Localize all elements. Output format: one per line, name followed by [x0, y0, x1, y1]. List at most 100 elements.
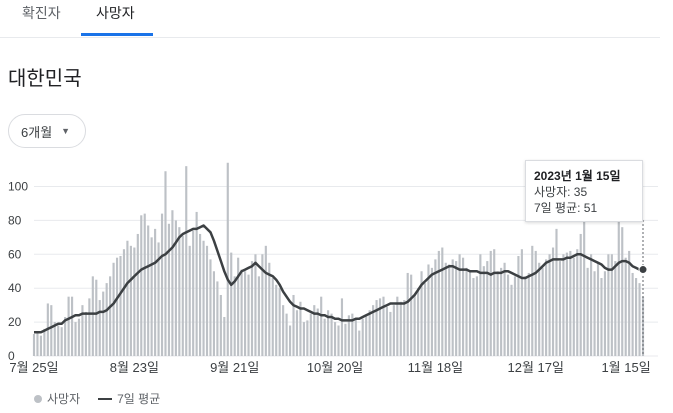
- bar: [313, 305, 316, 356]
- bar: [472, 278, 475, 356]
- bar: [150, 237, 153, 356]
- deaths-chart[interactable]: 0 20 40 60 80 100 7월 25일 8월 23일 9월 21일 10월 20일 11월…: [0, 150, 673, 386]
- bar: [455, 261, 458, 356]
- bar: [126, 240, 129, 356]
- bar: [216, 281, 219, 356]
- bar: [600, 278, 603, 356]
- bar: [434, 259, 437, 356]
- legend-average-line-icon: [98, 397, 113, 400]
- region-title: 대한민국: [8, 68, 82, 90]
- bar: [250, 261, 254, 356]
- bar: [583, 220, 586, 356]
- bar: [285, 313, 288, 356]
- bar: [57, 325, 60, 356]
- legend-average-label: 7일 평균: [117, 392, 161, 406]
- bar: [444, 262, 447, 356]
- bar: [389, 311, 392, 356]
- bar: [347, 315, 350, 356]
- bar: [396, 296, 399, 356]
- bar: [624, 257, 627, 356]
- bar: [102, 291, 105, 356]
- bar: [420, 271, 423, 356]
- bar: [399, 301, 402, 356]
- bar: [365, 315, 368, 356]
- bar: [112, 262, 115, 356]
- bar: [555, 228, 558, 356]
- bar: [205, 245, 209, 356]
- chart-legend: 사망자 7일 평균: [34, 390, 160, 407]
- bar: [140, 215, 143, 356]
- y-tick-label: 20: [8, 315, 22, 329]
- average-line: [34, 224, 643, 334]
- bar: [43, 328, 46, 356]
- tab-cases[interactable]: 확진자: [22, 5, 61, 21]
- bar: [81, 305, 84, 356]
- bar: [64, 317, 67, 356]
- bar: [53, 322, 56, 356]
- tooltip-date: 2023년 1월 15일: [534, 169, 621, 183]
- bar: [417, 288, 420, 356]
- bar: [385, 306, 389, 356]
- bar: [375, 300, 378, 356]
- bar: [129, 245, 132, 356]
- bar: [167, 223, 171, 356]
- bar: [548, 254, 551, 356]
- x-tick-label: 9월 21일: [210, 360, 259, 375]
- bar: [271, 278, 274, 356]
- bar: [635, 278, 638, 356]
- bar: [545, 259, 548, 356]
- bar: [596, 262, 600, 356]
- legend-deaths-label: 사망자: [47, 392, 81, 406]
- bar: [275, 284, 278, 356]
- y-tick-label: 100: [8, 180, 28, 194]
- x-tick-label: 11월 18일: [408, 360, 464, 375]
- bar: [368, 310, 371, 356]
- bar: [185, 166, 188, 356]
- bar: [299, 301, 302, 356]
- bar: [527, 272, 530, 356]
- bar: [143, 213, 146, 356]
- period-select[interactable]: 6개월 ▼: [8, 114, 86, 148]
- bar: [427, 264, 430, 356]
- bar: [257, 276, 260, 356]
- bar: [295, 310, 299, 356]
- bar: [309, 313, 312, 356]
- bar: [32, 333, 36, 356]
- bar: [503, 262, 506, 356]
- bar: [410, 274, 413, 356]
- bar: [479, 254, 482, 356]
- bar: [278, 288, 281, 356]
- bar: [486, 261, 489, 356]
- bar: [482, 266, 485, 356]
- bar: [115, 257, 119, 356]
- bar: [105, 283, 108, 356]
- bar: [171, 210, 174, 356]
- bar: [513, 276, 517, 356]
- bar: [621, 227, 624, 356]
- bar: [188, 245, 191, 356]
- bar: [538, 262, 541, 356]
- tooltip-average: 7일 평균: 51: [534, 201, 598, 215]
- bar: [534, 250, 537, 356]
- bar: [212, 271, 216, 356]
- bar: [614, 261, 617, 356]
- bar: [164, 171, 167, 356]
- bar: [451, 259, 454, 356]
- bar: [565, 252, 568, 356]
- bar: [638, 283, 641, 356]
- bar: [569, 250, 572, 356]
- bar: [147, 225, 150, 356]
- bar: [382, 296, 385, 356]
- y-tick-label: 40: [8, 281, 22, 295]
- bar: [98, 300, 101, 356]
- bar: [327, 310, 330, 356]
- bar: [413, 294, 416, 356]
- bar: [323, 318, 326, 356]
- tab-bar: 확진자 사망자: [0, 0, 660, 38]
- bar: [558, 261, 562, 356]
- bar: [361, 318, 364, 356]
- bar: [458, 254, 461, 356]
- bar: [631, 272, 634, 356]
- tab-deaths[interactable]: 사망자: [96, 5, 135, 21]
- bar: [268, 262, 271, 356]
